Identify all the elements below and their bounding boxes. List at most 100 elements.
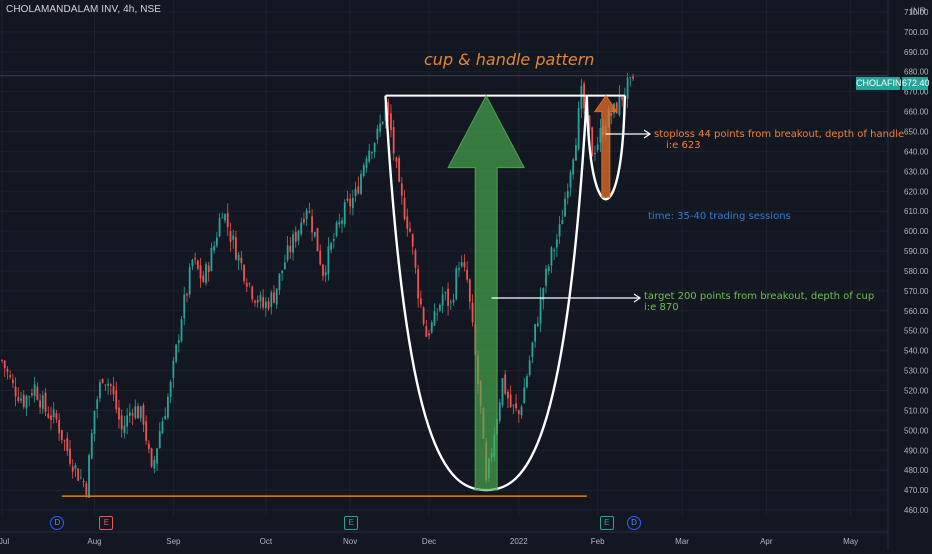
candle-body bbox=[338, 221, 341, 225]
candle-body bbox=[205, 264, 207, 284]
candle-body bbox=[126, 415, 129, 427]
candle-body bbox=[629, 77, 632, 79]
earnings-marker-icon[interactable]: E bbox=[99, 516, 114, 530]
candle-body bbox=[351, 198, 354, 208]
candle-body bbox=[167, 396, 169, 418]
candle-body bbox=[542, 288, 545, 301]
candle-body bbox=[357, 186, 360, 194]
ticker-badge: CHOLAFIN bbox=[856, 77, 902, 90]
candle-body bbox=[267, 301, 270, 309]
candle-body bbox=[283, 262, 286, 270]
candle-body bbox=[93, 410, 96, 434]
candle-body bbox=[523, 387, 526, 404]
y-tick-label: 630.00 bbox=[904, 167, 929, 176]
candle-body bbox=[186, 293, 188, 296]
candle-body bbox=[468, 279, 471, 302]
dividend-marker-icon[interactable]: D bbox=[627, 516, 642, 530]
candle-body bbox=[316, 228, 319, 252]
candle-body bbox=[294, 231, 297, 242]
candle-body bbox=[580, 86, 583, 109]
candle-body bbox=[210, 247, 213, 272]
candle-body bbox=[455, 268, 458, 300]
candle-body bbox=[371, 152, 373, 154]
symbol-title[interactable]: CHOLAMANDALAM INV, 4h, NSE bbox=[6, 4, 162, 15]
y-tick-label: 590.00 bbox=[904, 247, 929, 256]
y-tick-label: 490.00 bbox=[904, 446, 929, 455]
candle-body bbox=[308, 211, 311, 213]
y-tick-label: 530.00 bbox=[904, 367, 929, 376]
candle-body bbox=[264, 301, 267, 309]
candle-body bbox=[11, 379, 14, 384]
candle-body bbox=[164, 415, 167, 420]
candle-body bbox=[515, 403, 517, 409]
candle-body bbox=[63, 440, 66, 442]
candle-body bbox=[66, 438, 69, 452]
candle-body bbox=[618, 94, 621, 116]
candle-body bbox=[14, 386, 17, 397]
candle-body bbox=[313, 232, 316, 237]
candle-body bbox=[153, 459, 156, 469]
candle-body bbox=[183, 294, 186, 319]
candle-body bbox=[577, 107, 580, 149]
y-tick-label: 620.00 bbox=[904, 187, 929, 196]
candle-body bbox=[248, 283, 251, 285]
candle-body bbox=[615, 102, 618, 114]
candle-body bbox=[322, 264, 324, 276]
candle-body bbox=[74, 464, 77, 469]
y-tick-label: 540.00 bbox=[904, 347, 929, 356]
candle-body bbox=[177, 340, 180, 343]
candle-body bbox=[47, 413, 50, 418]
candle-body bbox=[466, 269, 469, 280]
candle-body bbox=[422, 307, 425, 325]
target-annotation[interactable]: target 200 points from breakout, depth o… bbox=[644, 291, 904, 313]
x-tick-label: May bbox=[843, 537, 858, 546]
candle-body bbox=[564, 198, 566, 217]
candle-body bbox=[235, 237, 237, 260]
candle-body bbox=[335, 222, 338, 236]
candle-body bbox=[137, 406, 139, 419]
earnings-marker-icon[interactable]: E bbox=[344, 516, 359, 530]
candle-body bbox=[55, 413, 58, 420]
time-annotation[interactable]: time: 35-40 trading sessions bbox=[648, 211, 791, 222]
candle-body bbox=[28, 396, 31, 398]
y-tick-label: 560.00 bbox=[904, 307, 929, 316]
candle-body bbox=[104, 384, 107, 386]
candle-body bbox=[25, 396, 28, 409]
candle-body bbox=[96, 399, 99, 409]
candle-body bbox=[341, 220, 343, 224]
earnings-marker-icon[interactable]: E bbox=[599, 516, 614, 530]
y-tick-label: 580.00 bbox=[904, 267, 929, 276]
candle-body bbox=[58, 420, 61, 434]
candle-body bbox=[251, 286, 254, 300]
candle-body bbox=[379, 123, 381, 132]
candle-body bbox=[330, 242, 333, 250]
dividend-marker-icon[interactable]: D bbox=[50, 516, 65, 530]
candle-body bbox=[599, 128, 602, 143]
candle-body bbox=[354, 188, 357, 197]
candle-body bbox=[398, 157, 401, 182]
candle-body bbox=[259, 295, 262, 302]
candle-body bbox=[419, 298, 422, 305]
candle-body bbox=[439, 304, 441, 311]
candle-body bbox=[441, 294, 444, 306]
stoploss-annotation[interactable]: stoploss 44 points from breakout, depth … bbox=[654, 129, 914, 151]
candle-body bbox=[362, 165, 365, 176]
candle-body bbox=[77, 468, 80, 481]
candle-body bbox=[332, 238, 335, 241]
candle-body bbox=[221, 217, 224, 219]
candle-body bbox=[409, 228, 411, 232]
candle-body bbox=[327, 246, 330, 274]
candle-body bbox=[191, 259, 194, 267]
pattern-title-annotation[interactable]: cup & handle pattern bbox=[424, 50, 595, 69]
candle-body bbox=[452, 299, 455, 303]
handle-depth-arrow bbox=[593, 94, 618, 198]
candle-body bbox=[430, 322, 433, 333]
candle-body bbox=[594, 153, 596, 155]
target-pointer-head bbox=[633, 293, 642, 303]
candle-body bbox=[39, 400, 41, 408]
y-tick-label: 680.00 bbox=[904, 68, 929, 77]
